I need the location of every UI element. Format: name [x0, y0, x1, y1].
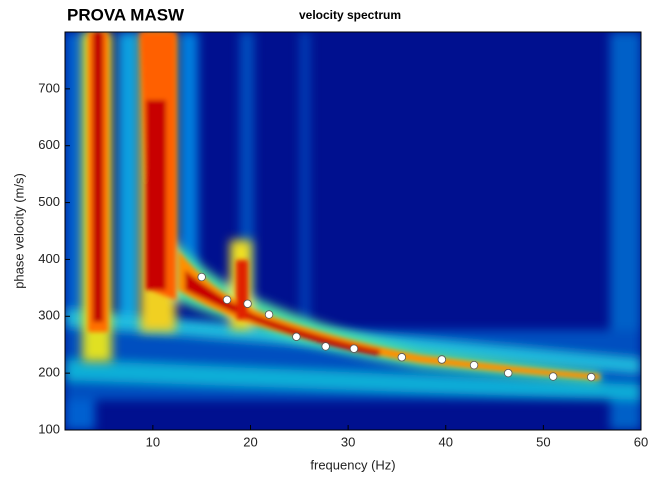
point	[264, 310, 274, 319]
point	[548, 372, 558, 381]
chart-title: PROVA MASW	[67, 5, 185, 24]
y-tick-label: 500	[38, 194, 60, 209]
plot-frame	[64, 31, 642, 431]
point	[504, 368, 513, 378]
point	[437, 355, 447, 364]
point	[349, 344, 359, 353]
heatmap	[65, 32, 641, 430]
point	[197, 272, 206, 282]
point	[397, 353, 407, 362]
point	[292, 332, 301, 341]
x-tick-label: 60	[634, 434, 648, 449]
x-tick-label: 30	[341, 434, 355, 449]
x-tick-label: 50	[536, 434, 550, 449]
y-tick-label: 600	[38, 137, 60, 152]
y-tick-label: 200	[38, 365, 60, 380]
y-tick-label: 400	[38, 251, 60, 266]
y-tick-label: 100	[38, 421, 60, 436]
point	[321, 342, 330, 351]
point	[587, 372, 596, 382]
x-tick-label: 40	[439, 434, 453, 449]
y-tick-label: 700	[38, 80, 60, 95]
point	[469, 360, 479, 370]
x-tick-label: 20	[243, 434, 257, 449]
point	[243, 299, 252, 308]
x-tick-label: 10	[146, 434, 160, 449]
y-tick-label: 300	[38, 308, 60, 323]
point	[222, 295, 232, 304]
y-axis-label: phase velocity (m/s)	[11, 173, 26, 289]
chart-subtitle: velocity spectrum	[299, 8, 401, 22]
x-axis-label: frequency (Hz)	[310, 457, 395, 472]
